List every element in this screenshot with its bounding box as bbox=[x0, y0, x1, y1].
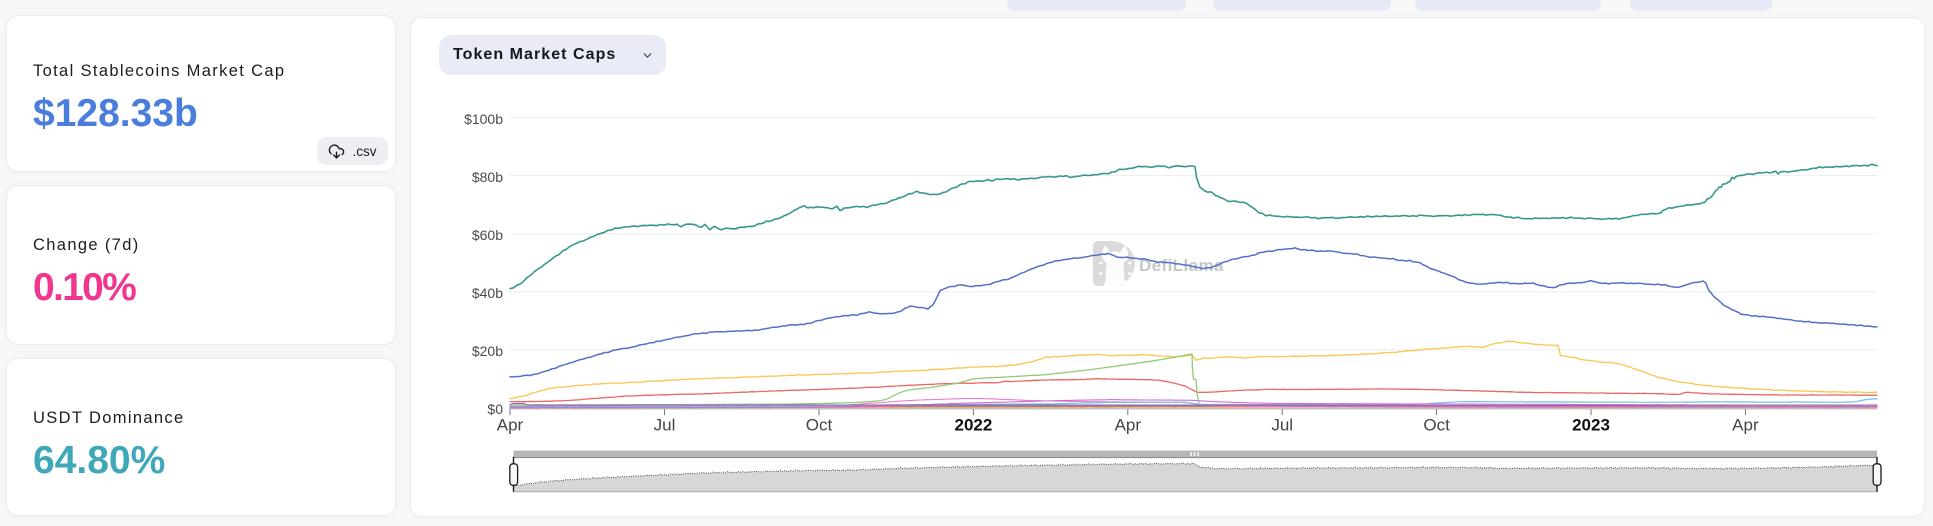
svg-text:$60b: $60b bbox=[472, 227, 503, 243]
svg-text:Apr: Apr bbox=[1732, 416, 1759, 435]
svg-text:2023: 2023 bbox=[1572, 416, 1610, 435]
svg-text:Oct: Oct bbox=[1423, 416, 1450, 435]
svg-text:$100b: $100b bbox=[464, 111, 503, 127]
svg-text:DefiLlama: DefiLlama bbox=[1139, 256, 1224, 275]
svg-text:Apr: Apr bbox=[1115, 416, 1142, 435]
svg-text:Apr: Apr bbox=[497, 416, 524, 435]
svg-text:$0: $0 bbox=[487, 401, 503, 417]
svg-text:2022: 2022 bbox=[954, 416, 992, 435]
svg-text:$20b: $20b bbox=[472, 343, 503, 359]
svg-text:Oct: Oct bbox=[806, 416, 833, 435]
svg-text:$80b: $80b bbox=[472, 169, 503, 185]
svg-text:Jul: Jul bbox=[654, 416, 676, 435]
svg-text:$40b: $40b bbox=[472, 285, 503, 301]
svg-text:Jul: Jul bbox=[1271, 416, 1293, 435]
